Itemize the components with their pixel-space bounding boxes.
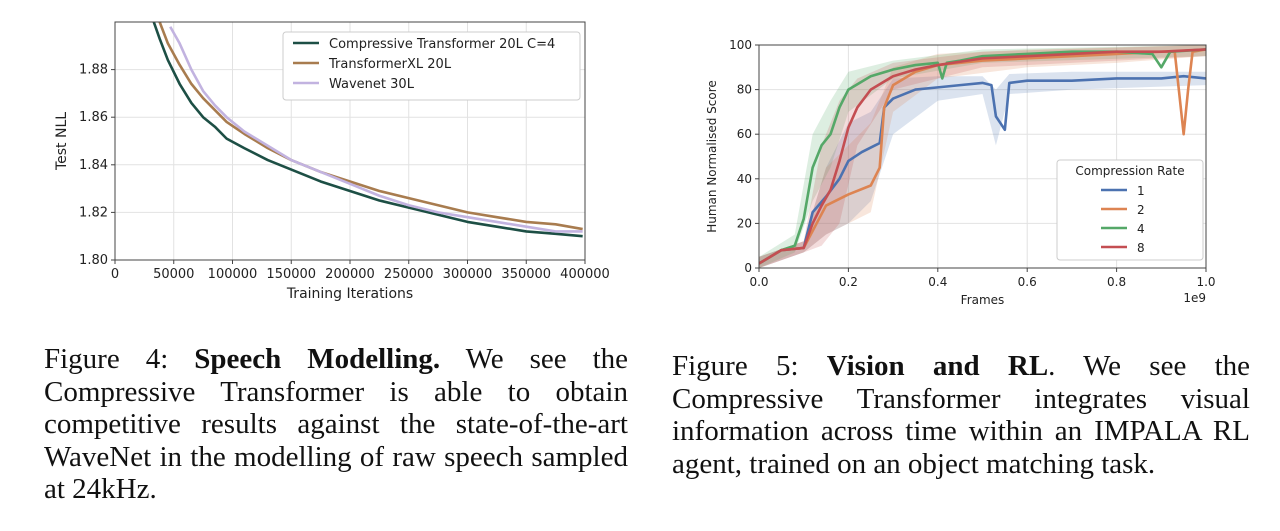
y-axis-label: Human Normalised Score — [705, 80, 719, 233]
figure-4-text: We see the Compressive Transformer is ab… — [44, 343, 629, 505]
x-tick-label: 400000 — [560, 267, 610, 282]
x-tick-label: 0.8 — [1107, 275, 1126, 289]
x-tick-label: 1.0 — [1196, 275, 1215, 289]
figure-4-bold-title: Speech Modelling. — [194, 343, 441, 375]
legend-box — [282, 31, 581, 101]
legend-label-2: 2 — [1137, 203, 1145, 217]
legend-label-compressive-transformer-20l-c-4: Compressive Transformer 20L C=4 — [329, 37, 555, 52]
series-line-8 — [759, 48, 1206, 265]
plot-frame — [758, 44, 1207, 269]
series-band-8 — [759, 45, 1206, 268]
legend-box — [1056, 159, 1204, 261]
y-tick-label: 60 — [737, 127, 752, 141]
x-tick-label: 250000 — [384, 267, 434, 282]
legend-label-wavenet-30l: Wavenet 30L — [329, 77, 415, 92]
legend-label-transformerxl-20l: TransformerXL 20L — [328, 57, 452, 72]
legend-label-1: 1 — [1137, 184, 1145, 198]
series-band-1 — [759, 71, 1206, 268]
series-line-compressive-transformer-20l-c-4 — [152, 22, 583, 238]
x-axis-label: Frames — [961, 293, 1005, 307]
y-tick-label: 100 — [729, 38, 752, 52]
x-tick-label: 350000 — [501, 267, 551, 282]
x-tick-label: 0.2 — [839, 275, 858, 289]
series-line-wavenet-30l — [169, 26, 583, 233]
x-offset-label: 1e9 — [1183, 291, 1206, 305]
x-tick-label: 0.4 — [928, 275, 947, 289]
x-tick-label: 100000 — [208, 267, 258, 282]
x-axis-label: Training Iterations — [286, 286, 413, 302]
y-tick-label: 1.86 — [79, 110, 108, 125]
x-tick-label: 0.0 — [749, 275, 768, 289]
x-tick-label: 150000 — [266, 267, 316, 282]
legend-title: Compression Rate — [1075, 164, 1184, 178]
y-tick-label: 0 — [744, 261, 752, 275]
y-tick-label: 20 — [737, 216, 752, 230]
x-tick-label: 0.6 — [1018, 275, 1037, 289]
speech-modelling-chart: 0 50000 100000 150000 200000 250000 300000 3500… — [54, 21, 610, 302]
legend-label-8: 8 — [1137, 241, 1145, 255]
figure-5-bold-title: Vision and RL — [826, 350, 1049, 382]
y-tick-label: 40 — [737, 172, 752, 186]
series-band-2 — [759, 45, 1206, 268]
x-tick-label: 300000 — [443, 267, 493, 282]
figure-5-text: . We see the Compressive Transformer int… — [672, 350, 1250, 480]
y-tick-label: 1.88 — [79, 63, 108, 78]
vision-rl-chart: 0.0 0.2 0.4 0.6 0.8 1.0 0 20 40 60 80 100 Frames Huma… — [705, 38, 1216, 307]
figure-5-caption: Figure 5: Vision and RL. We see the Comp… — [672, 350, 1250, 480]
legend-label-4: 4 — [1137, 222, 1145, 236]
figure-5-prefix: Figure 5: — [672, 350, 827, 382]
y-tick-label: 1.84 — [79, 158, 108, 173]
y-tick-label: 80 — [737, 83, 752, 97]
x-tick-label: 200000 — [325, 267, 375, 282]
y-tick-label: 1.82 — [79, 205, 108, 220]
x-tick-label: 50000 — [153, 267, 194, 282]
y-axis-label: Test NLL — [54, 112, 70, 171]
y-tick-label: 1.80 — [79, 253, 108, 268]
x-tick-label: 0 — [111, 267, 119, 282]
figure-4-prefix: Figure 4: — [44, 343, 195, 375]
figure-4-caption: Figure 4: Speech Modelling. We see the C… — [44, 343, 628, 506]
